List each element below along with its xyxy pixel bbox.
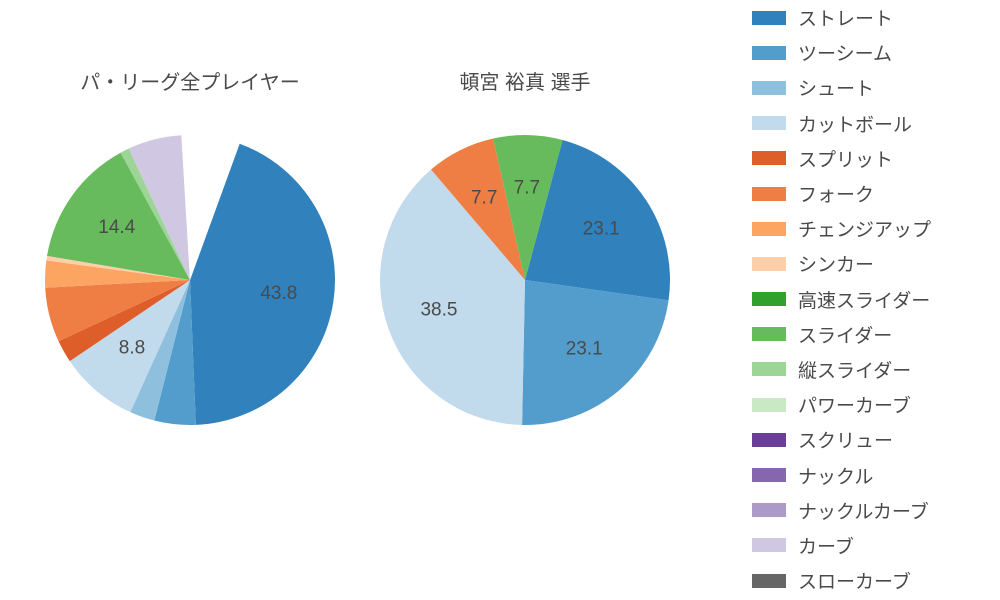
legend-item: スクリュー — [752, 422, 982, 457]
chart-container: { "background_color": "#ffffff", "text_c… — [0, 0, 1000, 600]
legend-swatch — [752, 468, 786, 482]
legend-item: ツーシーム — [752, 35, 982, 70]
legend-item: シュート — [752, 70, 982, 105]
legend-swatch — [752, 46, 786, 60]
legend-swatch — [752, 187, 786, 201]
legend-item: カットボール — [752, 106, 982, 141]
slice-value-label: 23.1 — [566, 339, 603, 360]
legend-swatch — [752, 81, 786, 95]
legend-item: ストレート — [752, 0, 982, 35]
legend-label: ナックルカーブ — [798, 497, 929, 524]
legend: ストレートツーシームシュートカットボールスプリットフォークチェンジアップシンカー… — [752, 0, 982, 598]
legend-item: 縦スライダー — [752, 352, 982, 387]
legend-swatch — [752, 151, 786, 165]
legend-swatch — [752, 574, 786, 588]
legend-label: ツーシーム — [798, 39, 892, 66]
legend-swatch — [752, 116, 786, 130]
legend-item: スプリット — [752, 141, 982, 176]
legend-swatch — [752, 327, 786, 341]
slice-value-label: 8.8 — [119, 338, 145, 359]
legend-item: パワーカーブ — [752, 387, 982, 422]
legend-label: スプリット — [798, 145, 893, 172]
legend-swatch — [752, 292, 786, 306]
slice-value-label: 7.7 — [471, 187, 497, 208]
slice-value-label: 23.1 — [583, 219, 620, 240]
slice-value-label: 38.5 — [420, 300, 457, 321]
legend-item: フォーク — [752, 176, 982, 211]
legend-label: チェンジアップ — [798, 215, 931, 242]
slice-value-label: 14.4 — [98, 217, 135, 238]
legend-item: ナックル — [752, 457, 982, 492]
legend-item: 高速スライダー — [752, 282, 982, 317]
legend-label: カットボール — [798, 110, 912, 137]
legend-swatch — [752, 222, 786, 236]
legend-item: カーブ — [752, 528, 982, 563]
legend-item: スローカーブ — [752, 563, 982, 598]
legend-swatch — [752, 362, 786, 376]
legend-swatch — [752, 257, 786, 271]
legend-label: シュート — [798, 74, 874, 101]
legend-label: カーブ — [798, 532, 854, 559]
legend-item: シンカー — [752, 246, 982, 281]
legend-swatch — [752, 398, 786, 412]
legend-item: チェンジアップ — [752, 211, 982, 246]
legend-label: パワーカーブ — [798, 391, 911, 418]
legend-swatch — [752, 538, 786, 552]
legend-label: ナックル — [798, 462, 873, 489]
legend-label: シンカー — [798, 250, 874, 277]
slice-value-label: 7.7 — [514, 178, 540, 199]
slice-value-label: 43.8 — [260, 283, 297, 304]
legend-label: スクリュー — [798, 426, 893, 453]
legend-label: 高速スライダー — [798, 286, 930, 313]
legend-item: スライダー — [752, 317, 982, 352]
legend-item: ナックルカーブ — [752, 493, 982, 528]
legend-label: スライダー — [798, 321, 892, 348]
legend-swatch — [752, 433, 786, 447]
legend-label: ストレート — [798, 4, 893, 31]
legend-swatch — [752, 503, 786, 517]
legend-label: 縦スライダー — [798, 356, 911, 383]
legend-swatch — [752, 11, 786, 25]
legend-label: フォーク — [798, 180, 874, 207]
legend-label: スローカーブ — [798, 567, 911, 594]
